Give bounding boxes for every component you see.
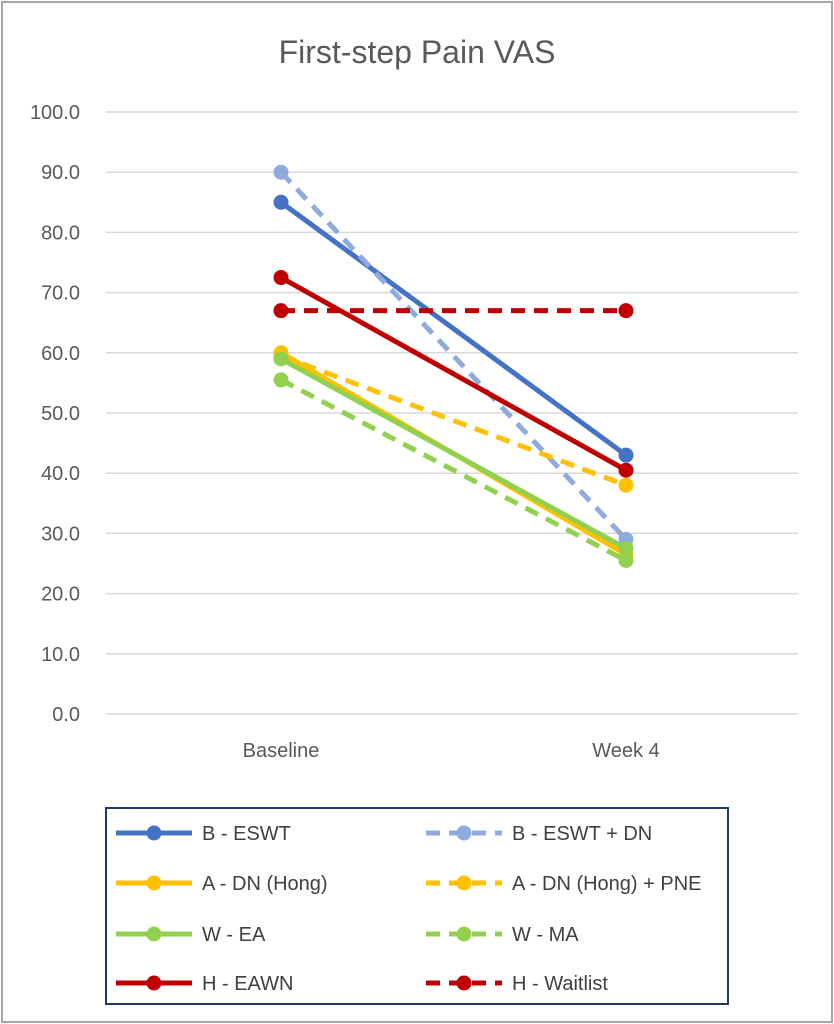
y-tick-label: 10.0: [41, 644, 80, 666]
legend-label: W - EA: [202, 924, 266, 946]
legend-swatch-marker: [456, 875, 472, 891]
y-tick-label: 30.0: [41, 523, 80, 545]
gridlines: [106, 111, 798, 715]
y-tick-label: 80.0: [41, 222, 80, 244]
series-layer: [273, 164, 634, 568]
legend-swatch-marker: [456, 926, 472, 942]
legend-item: A - DN (Hong) + PNE: [426, 873, 702, 895]
series-line: [278, 199, 629, 458]
series-line: [279, 377, 628, 563]
legend-label: H - EAWN: [202, 973, 293, 995]
x-tick-label: Week 4: [592, 740, 659, 762]
legend-swatch-marker: [146, 825, 162, 841]
data-point: [618, 462, 634, 478]
data-point: [618, 552, 634, 568]
legend-label: A - DN (Hong): [202, 873, 328, 895]
data-point: [273, 351, 289, 367]
y-tick-label: 100.0: [30, 102, 80, 124]
series-1: [273, 164, 634, 547]
y-tick-label: 50.0: [41, 403, 80, 425]
series-line: [278, 356, 629, 551]
series-4: [273, 351, 634, 556]
series-line: [280, 353, 627, 488]
x-tick-label: Baseline: [243, 740, 320, 762]
legend-item: H - Waitlist: [426, 973, 608, 995]
y-tick-label: 70.0: [41, 283, 80, 305]
series-7: [273, 303, 634, 319]
legend-item: B - ESWT + DN: [426, 823, 652, 845]
data-point: [618, 540, 634, 556]
data-point: [273, 303, 289, 319]
x-axis: Baseline Week 4: [243, 740, 660, 762]
data-point: [618, 477, 634, 493]
y-tick-label: 40.0: [41, 463, 80, 485]
legend-label: B - ESWT + DN: [512, 823, 652, 845]
legend: B - ESWT B - ESWT + DN A - DN (Hong) A - DN…: [116, 823, 702, 995]
y-tick-label: 0.0: [52, 704, 80, 726]
data-point: [618, 447, 634, 463]
data-point: [618, 303, 634, 319]
legend-item: A - DN (Hong): [116, 873, 328, 895]
legend-item: B - ESWT: [116, 823, 291, 845]
chart-title: First-step Pain VAS: [279, 34, 556, 70]
y-axis: 0.0 10.0 20.0 30.0 40.0 50.0 60.0 70.0 80.0 90.0 1…: [30, 102, 80, 726]
data-point: [273, 270, 289, 286]
data-point: [273, 164, 289, 180]
legend-label: B - ESWT: [202, 823, 291, 845]
legend-item: H - EAWN: [116, 973, 293, 995]
y-tick-label: 90.0: [41, 162, 80, 184]
legend-label: W - MA: [512, 924, 579, 946]
legend-label: H - Waitlist: [512, 973, 608, 995]
legend-item: W - EA: [116, 924, 266, 946]
legend-swatch-marker: [146, 875, 162, 891]
legend-box: [105, 807, 729, 1005]
series-line: [279, 170, 628, 542]
y-tick-label: 60.0: [41, 343, 80, 365]
legend-swatch-marker: [456, 975, 472, 991]
legend-item: W - MA: [426, 924, 579, 946]
data-point: [273, 372, 289, 388]
legend-swatch-marker: [456, 825, 472, 841]
series-0: [273, 194, 634, 463]
series-5: [273, 372, 634, 568]
legend-swatch-marker: [146, 975, 162, 991]
legend-label: A - DN (Hong) + PNE: [512, 873, 702, 895]
data-point: [273, 194, 289, 210]
y-tick-label: 20.0: [41, 584, 80, 606]
legend-swatch-marker: [146, 926, 162, 942]
